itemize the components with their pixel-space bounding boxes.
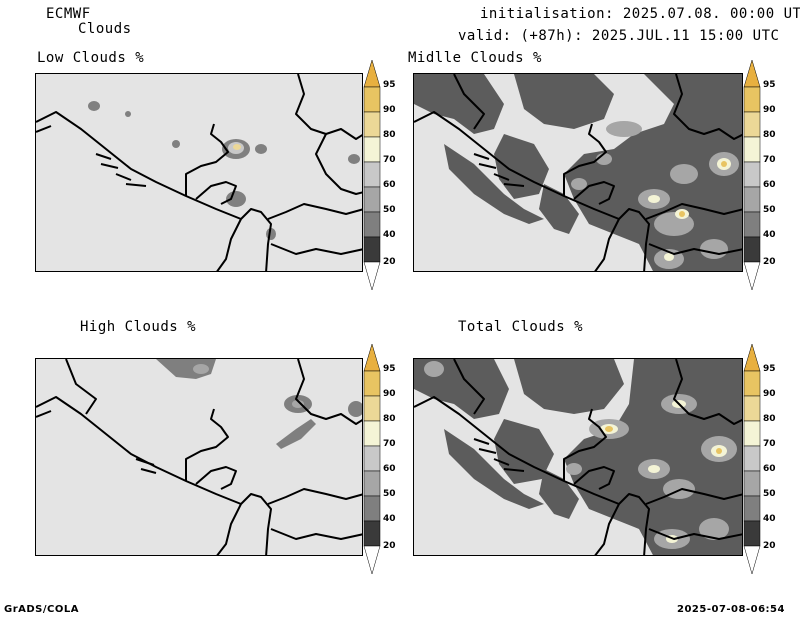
cbar-label-80: 80 (383, 130, 396, 140)
cbar-label-50: 50 (383, 489, 396, 499)
cbar-label-40: 40 (763, 514, 776, 524)
cbar-label-20: 20 (763, 541, 776, 551)
cbar-label-60: 60 (763, 464, 776, 474)
cbar-label-95: 95 (383, 80, 396, 90)
cbar-label-70: 70 (383, 439, 396, 449)
map-panel-low (35, 73, 363, 272)
cbar-label-50: 50 (383, 205, 396, 215)
cbar-label-70: 70 (763, 439, 776, 449)
panel-title-high: High Clouds % (80, 319, 197, 335)
colorbar-low: 95 90 80 70 60 50 40 20 (363, 59, 396, 291)
colorbar-middle: 95 90 80 70 60 50 40 20 (743, 59, 776, 291)
cbar-label-70: 70 (383, 155, 396, 165)
panel-title-total: Total Clouds % (458, 319, 584, 335)
cbar-label-80: 80 (383, 414, 396, 424)
cbar-label-90: 90 (383, 105, 396, 115)
cbar-label-40: 40 (383, 230, 396, 240)
cbar-label-40: 40 (383, 514, 396, 524)
init-time: initialisation: 2025.07.08. 00:00 UTC (480, 6, 800, 22)
cbar-label-20: 20 (383, 541, 396, 551)
cbar-label-90: 90 (383, 389, 396, 399)
cbar-label-60: 60 (383, 180, 396, 190)
footer-timestamp: 2025-07-08-06:54 (677, 604, 785, 615)
cbar-label-70: 70 (763, 155, 776, 165)
colorbar-high: 95 90 80 70 60 50 40 20 (363, 343, 396, 575)
cbar-label-95: 95 (383, 364, 396, 374)
colorbar-total: 95 90 80 70 60 50 40 20 (743, 343, 776, 575)
map-panel-middle (413, 73, 743, 272)
cbar-label-60: 60 (383, 464, 396, 474)
valid-time: valid: (+87h): 2025.JUL.11 15:00 UTC (458, 28, 780, 44)
cbar-label-60: 60 (763, 180, 776, 190)
cbar-label-20: 20 (383, 257, 396, 267)
cbar-label-50: 50 (763, 205, 776, 215)
cbar-label-40: 40 (763, 230, 776, 240)
cbar-label-80: 80 (763, 414, 776, 424)
panel-title-middle: Midlle Clouds % (408, 50, 542, 66)
product-name: Clouds (78, 21, 132, 37)
map-panel-total (413, 358, 743, 556)
map-panel-high (35, 358, 363, 556)
panel-title-low: Low Clouds % (37, 50, 145, 66)
cbar-label-80: 80 (763, 130, 776, 140)
cbar-label-95: 95 (763, 364, 776, 374)
cbar-label-20: 20 (763, 257, 776, 267)
footer-software: GrADS/COLA (4, 604, 79, 615)
cbar-label-90: 90 (763, 389, 776, 399)
cbar-label-90: 90 (763, 105, 776, 115)
model-name: ECMWF (46, 6, 91, 22)
cbar-label-50: 50 (763, 489, 776, 499)
cbar-label-95: 95 (763, 80, 776, 90)
